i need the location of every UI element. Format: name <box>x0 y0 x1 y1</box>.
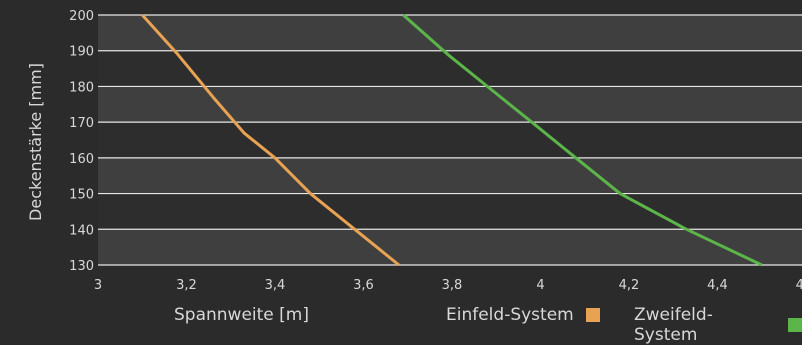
gridlines <box>98 14 802 266</box>
series-line-einfeld <box>141 13 400 267</box>
y-tick-label: 150 <box>69 188 94 203</box>
y-tick-label: 140 <box>69 223 94 238</box>
plot-band <box>98 86 802 123</box>
legend-label: Einfeld-System <box>446 305 574 325</box>
y-tick-label: 160 <box>69 152 94 167</box>
y-tick-label: 190 <box>69 45 94 60</box>
x-axis-label: Spannweite [m] <box>174 305 309 325</box>
legend-label: Zweifeld-System <box>634 305 713 345</box>
plot-band <box>98 229 802 265</box>
x-tick-label: 3 <box>94 278 102 293</box>
x-tick-label: 4 <box>536 278 544 293</box>
x-tick-labels: 3 3,2 3,4 3,6 3,8 4 4,2 4,4 4,6 <box>94 278 802 293</box>
x-tick-label: 4,6 <box>796 278 802 293</box>
legend-swatch <box>788 318 802 332</box>
line-chart: 130 140 150 160 170 180 190 200 3 3,2 3,4 3,6 3,8 4 4… <box>26 9 802 293</box>
y-axis-label: Deckenstärke [mm] <box>26 63 45 221</box>
y-tick-labels: 130 140 150 160 170 180 190 200 <box>69 9 94 274</box>
plot-band <box>98 15 802 51</box>
y-tick-label: 170 <box>69 116 94 131</box>
y-tick-label: 200 <box>69 9 94 24</box>
y-tick-label: 130 <box>69 259 94 274</box>
y-tick-label: 180 <box>69 80 94 95</box>
series-line-zweifeld <box>402 13 763 267</box>
legend: Einfeld-System Zweifeld-System <box>0 305 802 345</box>
plot-band <box>98 122 802 158</box>
x-tick-label: 4,2 <box>619 278 640 293</box>
series-lines <box>141 13 763 267</box>
x-tick-label: 3,8 <box>442 278 463 293</box>
plot-band <box>98 193 802 230</box>
legend-item-zweifeld: Zweifeld-System <box>634 305 802 345</box>
x-tick-label: 3,6 <box>353 278 374 293</box>
x-tick-label: 4,4 <box>707 278 728 293</box>
legend-swatch <box>585 308 600 322</box>
x-tick-label: 3,2 <box>176 278 197 293</box>
x-tick-label: 3,4 <box>265 278 286 293</box>
plot-bands <box>98 15 802 265</box>
legend-item-einfeld: Einfeld-System <box>446 305 600 325</box>
plot-band <box>98 157 802 194</box>
